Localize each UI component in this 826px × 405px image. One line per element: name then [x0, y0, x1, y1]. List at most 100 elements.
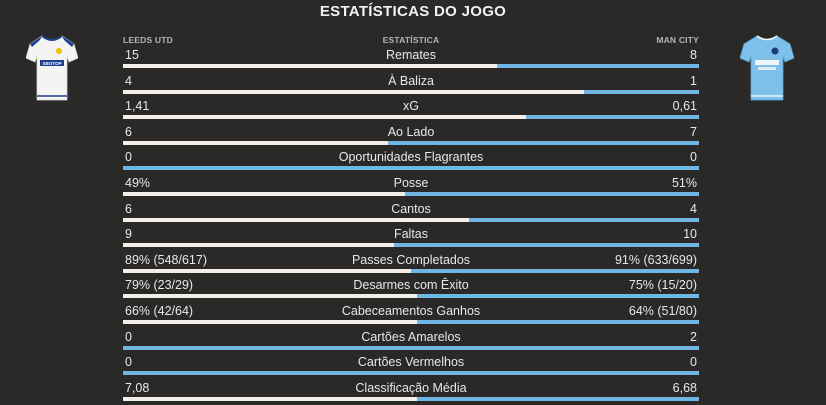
home-value: 79% (23/29): [125, 278, 194, 293]
away-bar-fill: [411, 268, 699, 273]
away-value: 1: [690, 73, 697, 88]
home-value: 1,41: [125, 99, 150, 114]
stat-row: 89% (548/617) Passes Completados 91% (633/…: [123, 252, 699, 278]
home-bar-fill: [123, 115, 527, 120]
away-bar-fill: [123, 371, 699, 376]
away-bar-fill: [497, 64, 699, 68]
stat-row: 0 Oportunidades Flagrantes 0: [123, 149, 699, 175]
stat-label: Classificação Média: [355, 380, 467, 395]
away-value: 91% (633/699): [614, 252, 697, 267]
away-value: 0,61: [672, 99, 697, 114]
comparison-bar: [123, 294, 699, 299]
stat-label: Faltas: [393, 227, 429, 242]
home-bar-fill: [123, 89, 584, 94]
stat-row: 6 Cantos 4: [123, 201, 699, 227]
away-value: 75% (15/20): [628, 278, 697, 293]
home-value: 6: [125, 124, 132, 139]
stat-row: 7,08 Classificação Média 6,68: [123, 380, 699, 405]
away-bar-fill: [123, 166, 699, 171]
comparison-bar: [123, 89, 699, 94]
stat-label: xG: [403, 99, 419, 114]
page-title: ESTATÍSTICAS DO JOGO: [319, 3, 507, 20]
comparison-bar: [123, 371, 699, 376]
home-value: 15: [125, 48, 139, 62]
stat-row: 0 Cartões Amarelos 2: [123, 329, 699, 355]
column-headers: LEEDS UTD ESTATÍSTICA MAN CITY: [123, 35, 699, 47]
svg-text:SBOTOP: SBOTOP: [43, 61, 62, 66]
home-bar-fill: [123, 243, 394, 248]
home-bar-fill: [123, 64, 498, 68]
home-bar-fill: [123, 319, 417, 324]
stat-label: Cartões Amarelos: [361, 329, 461, 344]
stat-row: 1,41 xG 0,61: [123, 98, 699, 124]
stat-row: 79% (23/29) Desarmes com Êxito 75% (15/20): [123, 277, 699, 303]
away-value: 4: [690, 201, 697, 216]
away-value: 10: [683, 227, 697, 242]
home-value: 6: [125, 201, 132, 216]
away-value: 0: [690, 150, 697, 165]
away-value: 6,68: [672, 380, 697, 395]
away-bar-fill: [123, 345, 699, 350]
stat-row: 49% Posse 51%: [123, 175, 699, 201]
away-bar-fill: [387, 140, 699, 145]
home-bar-fill: [123, 140, 388, 145]
away-bar-fill: [526, 115, 699, 120]
stat-label: Cartões Vermelhos: [357, 355, 465, 370]
comparison-bar: [123, 217, 699, 222]
away-bar-fill: [468, 217, 699, 222]
stat-label: Cabeceamentos Ganhos: [341, 303, 481, 318]
comparison-bar: [123, 345, 699, 350]
home-bar-fill: [123, 268, 411, 273]
away-bar-fill: [393, 243, 699, 248]
away-bar-fill: [583, 89, 699, 94]
home-value: 7,08: [125, 380, 150, 395]
stat-label: Oportunidades Flagrantes: [338, 150, 484, 165]
comparison-bar: [123, 191, 699, 196]
away-bar-fill: [405, 191, 699, 196]
away-value: 51%: [671, 175, 697, 190]
comparison-bar: [123, 268, 699, 273]
man-city-home-kit-icon: [740, 35, 794, 101]
comparison-bar: [123, 64, 699, 68]
stat-row: 6 Ao Lado 7: [123, 124, 699, 150]
home-value: 89% (548/617): [125, 252, 208, 267]
away-bar-fill: [416, 319, 699, 324]
home-value: 4: [125, 73, 132, 88]
home-value: 0: [125, 355, 132, 370]
comparison-bar: [123, 319, 699, 324]
home-bar-fill: [123, 294, 417, 299]
away-value: 7: [690, 124, 697, 139]
home-bar-fill: [123, 217, 469, 222]
stat-row: 15 Remates 8: [123, 47, 699, 73]
home-value: 0: [125, 329, 132, 344]
stat-label: Remates: [385, 48, 437, 62]
stat-row: 4 À Baliza 1: [123, 73, 699, 99]
stat-label: Passes Completados: [351, 252, 471, 267]
away-value: 64% (51/80): [628, 303, 697, 318]
away-bar-fill: [416, 294, 699, 299]
away-value: 2: [690, 329, 697, 344]
away-value: 0: [690, 355, 697, 370]
stat-label: À Baliza: [388, 73, 434, 88]
stat-row: 9 Faltas 10: [123, 226, 699, 252]
stat-label: Posse: [393, 175, 429, 190]
home-bar-fill: [123, 191, 406, 196]
away-value: 8: [690, 48, 697, 62]
stat-row: 66% (42/64) Cabeceamentos Ganhos 64% (51/8…: [123, 303, 699, 329]
home-value: 66% (42/64): [125, 303, 194, 318]
stats-table: 15 Remates 8 4 À Baliza 1 1,41 xG 0,61 6 Ao Lado 7 0…: [123, 47, 699, 405]
stat-label: Desarmes com Êxito: [353, 278, 469, 293]
comparison-bar: [123, 396, 699, 401]
statistic-header: ESTATÍSTICA: [382, 35, 440, 45]
comparison-bar: [123, 166, 699, 171]
stat-row: 0 Cartões Vermelhos 0: [123, 354, 699, 380]
home-value: 9: [125, 227, 132, 242]
comparison-bar: [123, 140, 699, 145]
away-bar-fill: [416, 396, 699, 401]
stat-label: Ao Lado: [387, 124, 435, 139]
leeds-home-kit-icon: SBOTOP: [26, 35, 78, 101]
home-value: 0: [125, 150, 132, 165]
away-team-header: MAN CITY: [656, 35, 699, 45]
home-team-header: LEEDS UTD: [123, 35, 173, 45]
comparison-bar: [123, 115, 699, 120]
